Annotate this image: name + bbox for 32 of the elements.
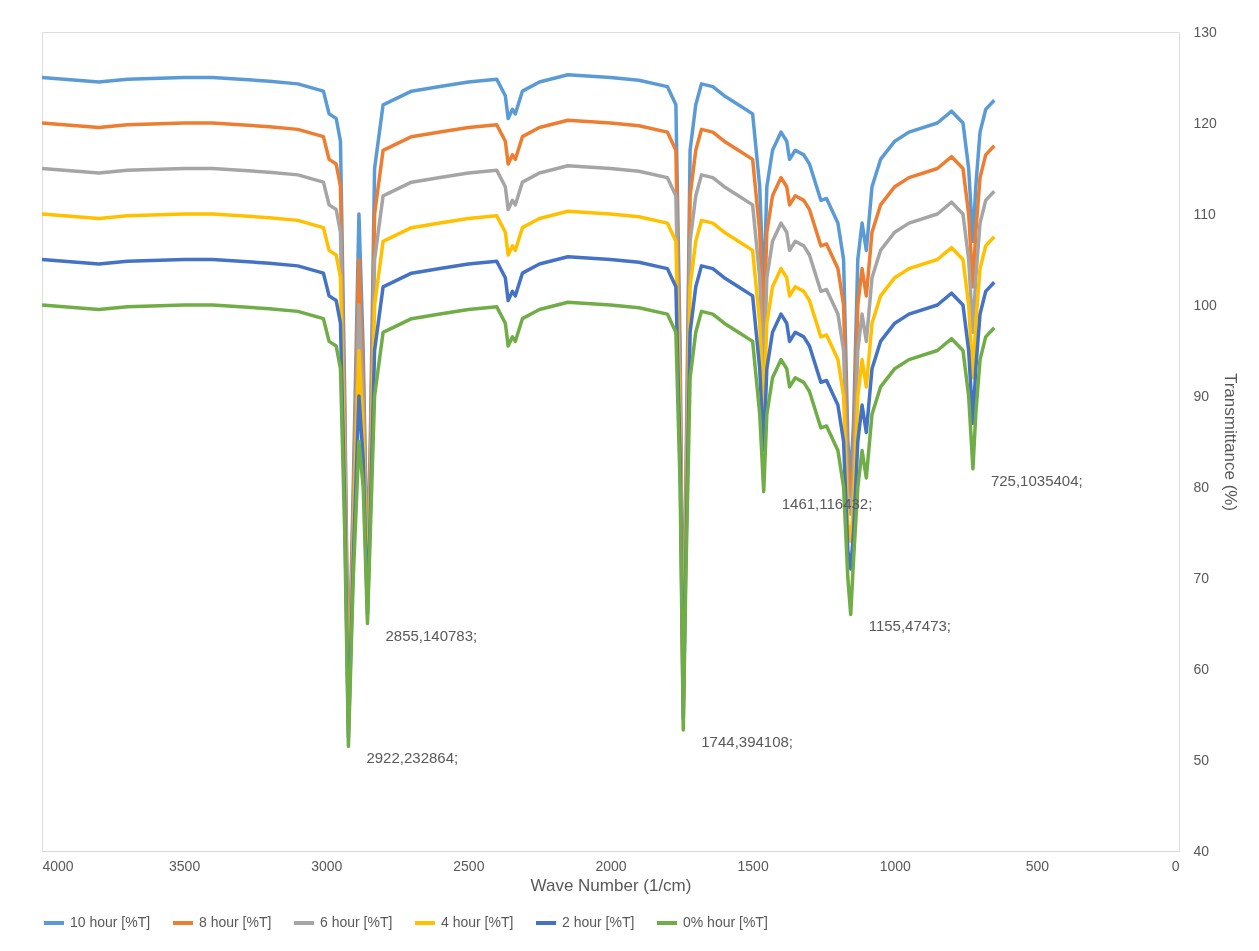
- annotation: 1155,47473;: [868, 617, 951, 635]
- x-axis-title: Wave Number (1/cm): [530, 875, 692, 895]
- annotation: 1744,394108;: [701, 732, 794, 750]
- y-tick-label: 80: [1193, 478, 1210, 495]
- x-tick-label: 4000: [42, 857, 74, 874]
- x-tick-label: 0: [1171, 857, 1180, 874]
- legend-label: 4 hour [%T]: [441, 914, 514, 930]
- legend-label: 0% hour [%T]: [683, 914, 768, 930]
- y-tick-label: 50: [1193, 751, 1210, 768]
- x-tick-label: 1000: [879, 857, 912, 874]
- y-tick-label: 110: [1193, 205, 1217, 222]
- legend-label: 6 hour [%T]: [320, 914, 393, 930]
- x-tick-label: 1500: [737, 857, 769, 874]
- x-tick-label: 2500: [453, 857, 485, 874]
- y-tick-label: 40: [1193, 842, 1210, 859]
- legend-label: 2 hour [%T]: [562, 914, 635, 930]
- y-tick-label: 130: [1193, 23, 1218, 40]
- annotation: 2922,232864;: [366, 749, 459, 767]
- x-tick-label: 3500: [169, 857, 201, 874]
- y-tick-label: 120: [1193, 114, 1218, 131]
- x-tick-label: 500: [1025, 857, 1050, 874]
- y-tick-label: 60: [1193, 660, 1210, 677]
- legend-label: 8 hour [%T]: [199, 914, 272, 930]
- annotation: 725,1035404;: [990, 471, 1083, 489]
- y-axis-title: Transmittance (%): [1220, 372, 1240, 512]
- annotation: 2855,140783;: [385, 626, 478, 644]
- x-tick-label: 3000: [311, 857, 343, 874]
- legend-label: 10 hour [%T]: [70, 914, 151, 930]
- y-tick-label: 90: [1193, 387, 1210, 404]
- y-tick-label: 70: [1193, 569, 1210, 586]
- y-tick-label: 100: [1193, 296, 1218, 313]
- x-tick-label: 2000: [595, 857, 627, 874]
